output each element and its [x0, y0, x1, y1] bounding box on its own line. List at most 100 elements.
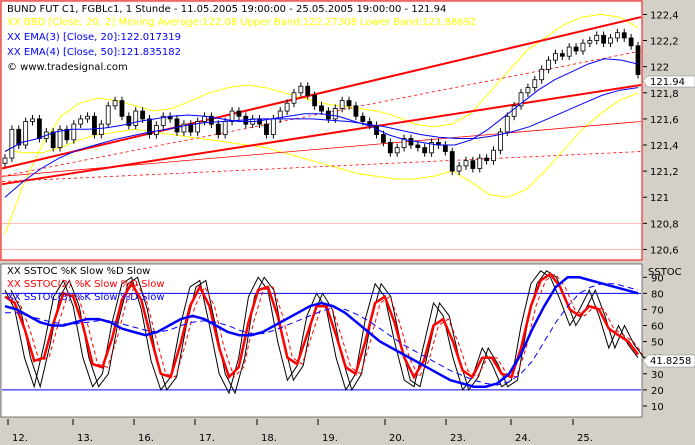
candle: [153, 121, 159, 139]
candle: [78, 114, 84, 129]
candle: [140, 107, 146, 123]
candle: [188, 120, 194, 136]
candle: [174, 114, 180, 136]
stoch-tick-label: 70: [651, 305, 664, 316]
price-tick-label: 120,6: [650, 245, 679, 256]
sstoc-k-line: [4, 270, 639, 395]
candle: [160, 112, 166, 130]
ema-20-line: [4, 58, 639, 152]
candle: [601, 31, 606, 48]
candle: [387, 138, 393, 157]
candle: [71, 120, 77, 144]
candle: [608, 34, 613, 48]
stoch-axis-panel: [643, 264, 695, 417]
candle: [635, 41, 641, 79]
candle: [57, 125, 63, 152]
candle: [147, 114, 152, 139]
candle: [346, 96, 352, 110]
candle: [195, 117, 201, 136]
time-tick-label: 16.: [138, 433, 154, 444]
time-tick-label: 12.: [12, 433, 28, 444]
candle: [422, 143, 428, 157]
price-legend: BUND FUT C1, FGBLc1, 1 Stunde - 11.05.20…: [7, 4, 476, 73]
price-tick-label: 122,2: [650, 37, 679, 48]
channel-line: [1, 83, 642, 186]
candle: [546, 56, 551, 74]
candle: [525, 83, 531, 97]
candle: [98, 120, 104, 139]
stoch-tick-label: 20: [651, 386, 664, 397]
candle: [23, 117, 29, 149]
candle: [264, 120, 269, 139]
candle: [477, 154, 483, 173]
candle: [312, 91, 318, 110]
time-tick-label: 25.: [577, 433, 593, 444]
candle: [209, 112, 214, 129]
stoch-tick-label: 90: [651, 273, 664, 284]
channel-line: [1, 151, 642, 182]
candle: [332, 104, 338, 123]
candle: [518, 88, 524, 110]
stoch-legend-3: XX SSTOC(3) %K Slow %D Slow: [7, 292, 165, 303]
candle: [2, 154, 8, 168]
bollinger-lower-band: [4, 92, 639, 198]
candle: [429, 138, 434, 157]
stoch-tick-label: 80: [651, 289, 664, 300]
time-tick-label: 19.: [322, 433, 338, 444]
candle: [539, 65, 545, 84]
candle: [628, 34, 634, 50]
candle: [559, 49, 565, 61]
candle: [401, 134, 407, 152]
candle: [181, 120, 187, 136]
price-tick-label: 121,2: [650, 167, 679, 178]
price-tick-label: 121: [650, 193, 669, 204]
candle: [449, 147, 455, 176]
candle: [16, 125, 22, 149]
stoch-axis-title: SSTOC: [648, 267, 682, 278]
candle: [415, 141, 421, 152]
candle: [504, 112, 510, 136]
price-legend-copyright: © www.tradesignal.com: [7, 62, 128, 73]
candle: [621, 28, 627, 42]
candle: [497, 128, 503, 155]
price-legend-ema3: XX EMA(3) [Close, 20]:122.017319: [7, 32, 181, 43]
time-axis: 12. 13. 16. 17. 18. 19. 20. 23. 24. 25.: [7, 419, 593, 444]
last-stoch-marker: 41.8258: [642, 354, 695, 368]
candle: [367, 117, 373, 130]
candle: [353, 101, 359, 121]
candle: [236, 107, 242, 121]
price-tick-label: 121,4: [650, 141, 679, 152]
time-axis-panel: [0, 418, 695, 445]
stoch-legend-2: XX SSTOC(2) %K Slow %D Slow: [7, 279, 165, 290]
candle: [30, 114, 35, 126]
candle: [394, 143, 400, 157]
price-legend-ema4: XX EMA(4) [Close, 50]:121.835182: [7, 47, 181, 58]
sstoc-d-line: [10, 270, 645, 395]
candle: [112, 96, 118, 110]
time-tick-label: 17.: [199, 433, 215, 444]
sstoc2-d-line: [9, 273, 644, 379]
stoch-tick-label: 10: [651, 402, 664, 413]
candle: [105, 101, 111, 129]
candle: [9, 125, 15, 162]
last-price-marker: 121.94: [642, 75, 695, 88]
time-tick-label: 20.: [389, 433, 405, 444]
candle: [92, 112, 97, 139]
candle: [594, 31, 600, 45]
channel-line: [1, 121, 642, 177]
candle: [553, 49, 558, 65]
candle: [580, 39, 586, 55]
candle: [463, 156, 469, 170]
sstoc3-k-line: [4, 276, 639, 388]
time-tick-label: 18.: [261, 433, 277, 444]
time-tick-label: 23.: [450, 433, 466, 444]
candle: [319, 101, 324, 115]
price-tick-label: 121,8: [650, 89, 679, 100]
stoch-tick-label: 50: [651, 338, 664, 349]
time-tick-label: 24.: [515, 433, 531, 444]
candle: [119, 96, 125, 121]
stoch-tick-label: 60: [651, 322, 664, 333]
time-tick-label: 13.: [77, 433, 93, 444]
candle: [284, 99, 290, 115]
